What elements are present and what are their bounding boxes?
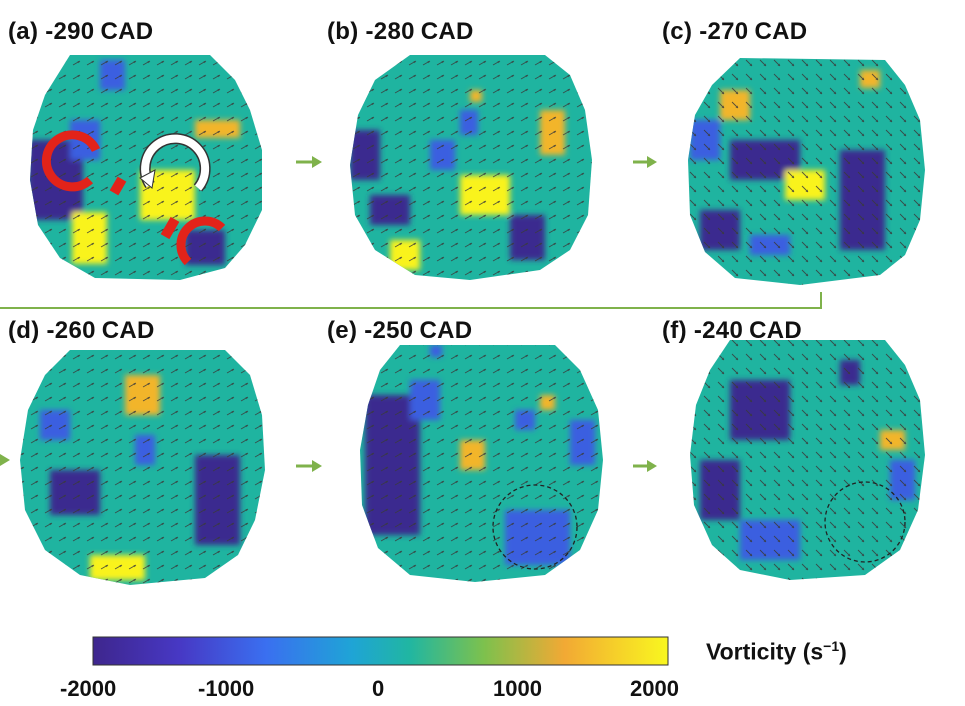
colorbar-title: Vorticity (s−1) [706,638,847,665]
panel-a-field [30,55,262,280]
colorbar-tick: 0 [372,676,385,701]
panel-e-field [360,345,603,582]
panel-label-d: (d) -260 CAD [8,317,155,344]
colorbar-tick: 1000 [493,676,542,701]
row-divider [0,307,822,309]
panel-label-e: (e) -250 CAD [327,317,473,344]
colorbar-tick: -2000 [60,676,117,701]
sequence-arrow-icon [0,156,657,472]
row-divider-tick [820,292,822,309]
panel-label-a: (a) -290 CAD [8,18,154,45]
panel-f-field [690,340,925,580]
colorbar-tick: -1000 [198,676,255,701]
colorbar [92,636,669,666]
panel-label-b: (b) -280 CAD [327,18,474,45]
panel-b-field [350,55,592,280]
panel-label-c: (c) -270 CAD [662,18,808,45]
colorbar-tick: 2000 [630,676,679,701]
panel-d-field [20,350,265,585]
panel-label-f: (f) -240 CAD [662,317,803,344]
panel-c-field [688,58,925,285]
